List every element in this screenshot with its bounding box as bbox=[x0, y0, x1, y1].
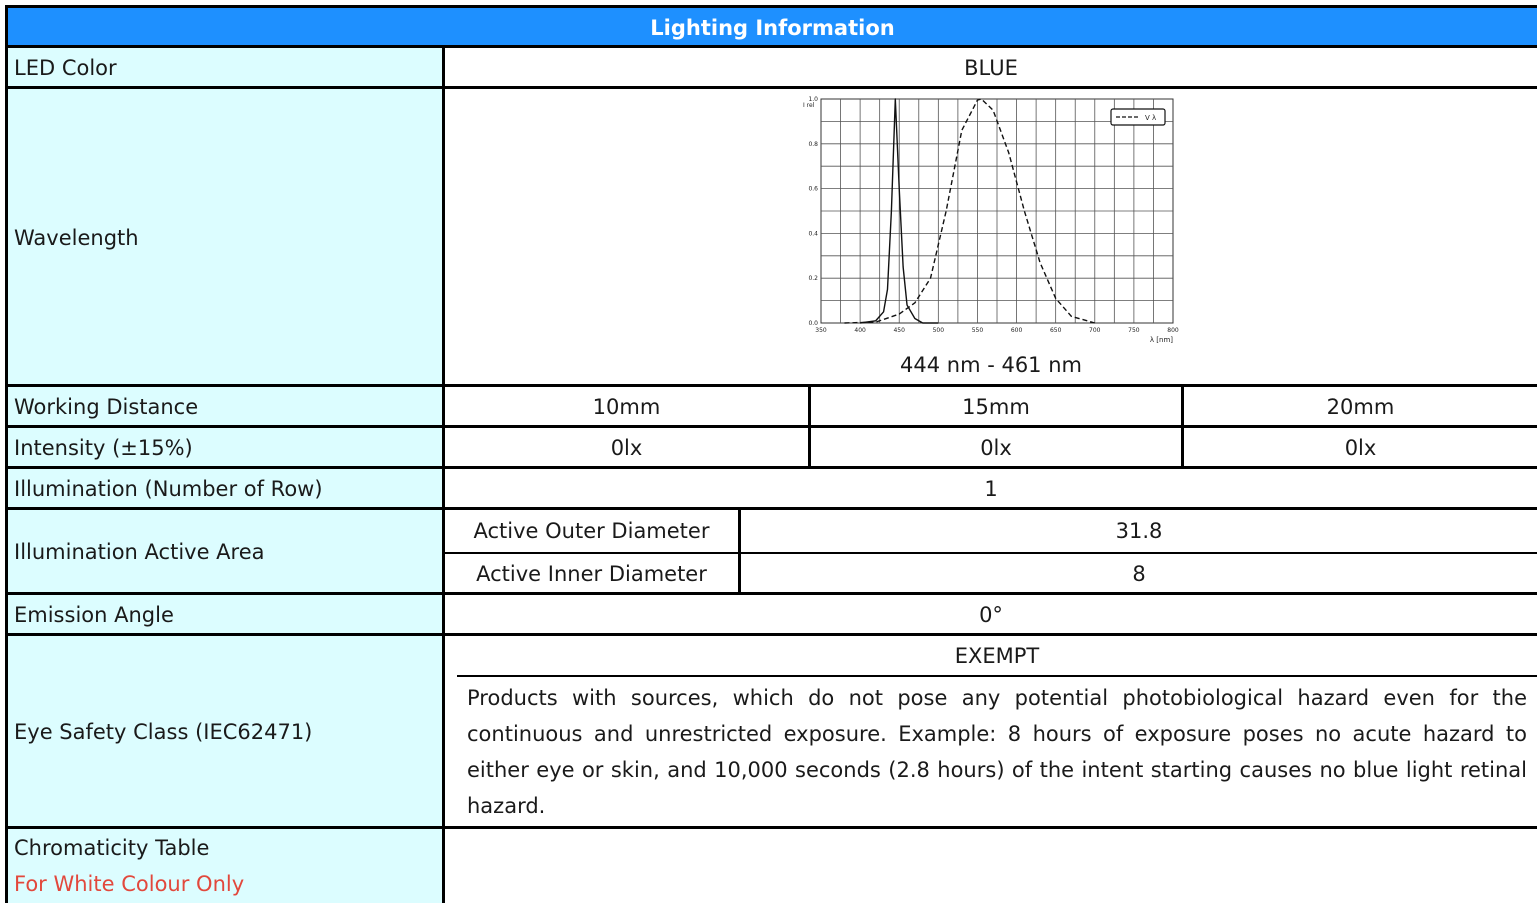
y-tick-label: 0.6 bbox=[808, 186, 818, 193]
y-tick-label: 0.2 bbox=[808, 275, 818, 282]
row-intensity: Intensity (±15%) 0lx 0lx 0lx bbox=[5, 425, 1537, 468]
row-illumination-rows: Illumination (Number of Row) 1 bbox=[5, 466, 1537, 509]
working-distance-15: 15mm bbox=[808, 387, 1181, 427]
inner-diameter-value: 8 bbox=[741, 554, 1537, 594]
working-distance-label: Working Distance bbox=[5, 387, 445, 427]
table-header: Lighting Information bbox=[5, 5, 1537, 45]
outer-diameter-value: 31.8 bbox=[741, 510, 1537, 552]
chromaticity-label: Chromaticity Table bbox=[14, 830, 209, 866]
inner-diameter-label: Active Inner Diameter bbox=[445, 554, 741, 594]
outer-diameter-label: Active Outer Diameter bbox=[445, 510, 741, 552]
wavelength-cell: 350 400 450 500 550 600 650 700 750 800 0.0 0.2 0.4 0… bbox=[445, 89, 1537, 386]
x-tick-label: 650 bbox=[1050, 327, 1062, 334]
working-distance-10: 10mm bbox=[445, 387, 808, 427]
eye-safety-class: EXEMPT bbox=[457, 636, 1537, 677]
spectrum-chart: 350 400 450 500 550 600 650 700 750 800 0.0 0.2 0.4 0… bbox=[801, 91, 1201, 349]
legend-label: V λ bbox=[1145, 114, 1156, 122]
y-axis-label: I rel bbox=[803, 102, 815, 109]
wavelength-range: 444 nm - 461 nm bbox=[445, 353, 1537, 377]
y-tick-label: 0.4 bbox=[808, 230, 818, 237]
intensity-label: Intensity (±15%) bbox=[5, 428, 445, 468]
x-tick-label: 600 bbox=[1011, 327, 1023, 334]
wavelength-label: Wavelength bbox=[5, 89, 445, 386]
led-color-label: LED Color bbox=[5, 48, 445, 88]
x-tick-label: 700 bbox=[1089, 327, 1101, 334]
x-tick-label: 400 bbox=[854, 327, 866, 334]
x-axis-label: λ [nm] bbox=[1150, 336, 1173, 344]
row-led-color: LED Color BLUE bbox=[5, 45, 1537, 88]
outer-diameter-row: Active Outer Diameter 31.8 bbox=[445, 510, 1537, 552]
illumination-rows-label: Illumination (Number of Row) bbox=[5, 469, 445, 509]
eye-safety-label: Eye Safety Class (IEC62471) bbox=[5, 636, 445, 828]
x-tick-label: 500 bbox=[933, 327, 945, 334]
intensity-value-3: 0lx bbox=[1181, 428, 1537, 468]
row-eye-safety: Eye Safety Class (IEC62471) EXEMPT Produ… bbox=[5, 633, 1537, 828]
eye-safety-description: Products with sources, which do not pose… bbox=[467, 680, 1527, 824]
row-active-area: Illumination Active Area Active Outer Di… bbox=[5, 507, 1537, 594]
x-tick-label: 450 bbox=[893, 327, 905, 334]
working-distance-20: 20mm bbox=[1181, 387, 1537, 427]
inner-diameter-row: Active Inner Diameter 8 bbox=[445, 552, 1537, 594]
y-tick-label: 0.0 bbox=[808, 320, 818, 327]
emission-angle-value: 0° bbox=[445, 595, 1537, 635]
active-area-label: Illumination Active Area bbox=[5, 510, 445, 594]
y-tick-label: 0.8 bbox=[808, 141, 818, 148]
emission-angle-label: Emission Angle bbox=[5, 595, 445, 635]
intensity-value-2: 0lx bbox=[808, 428, 1181, 468]
chromaticity-label-cell: Chromaticity Table For White Colour Only bbox=[5, 829, 445, 903]
row-chromaticity: Chromaticity Table For White Colour Only bbox=[5, 826, 1537, 903]
row-wavelength: Wavelength 350 400 450 500 550 600 650 700 750 80… bbox=[5, 86, 1537, 386]
x-tick-label: 550 bbox=[972, 327, 984, 334]
x-tick-label: 350 bbox=[815, 327, 827, 334]
row-emission-angle: Emission Angle 0° bbox=[5, 592, 1537, 635]
x-tick-label: 750 bbox=[1128, 327, 1140, 334]
led-color-value: BLUE bbox=[445, 48, 1537, 88]
x-tick-label: 800 bbox=[1167, 327, 1179, 334]
illumination-rows-value: 1 bbox=[445, 469, 1537, 509]
intensity-value-1: 0lx bbox=[445, 428, 808, 468]
chromaticity-note: For White Colour Only bbox=[14, 866, 244, 902]
row-working-distance: Working Distance 10mm 15mm 20mm bbox=[5, 384, 1537, 427]
